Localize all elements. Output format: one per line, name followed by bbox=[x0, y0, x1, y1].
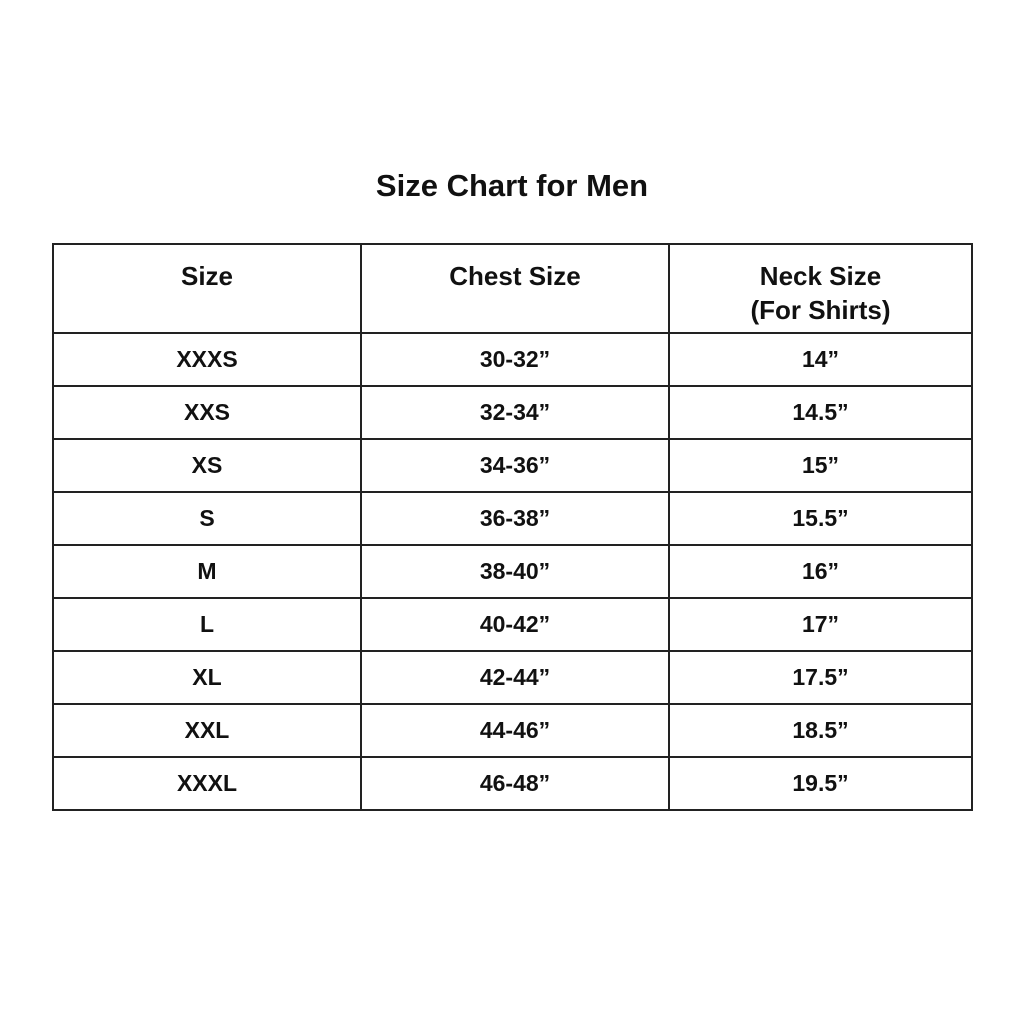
cell-size: XXXL bbox=[52, 756, 362, 811]
table-row: L 40-42” 17” bbox=[52, 597, 973, 652]
cell-size: XS bbox=[52, 438, 362, 493]
cell-chest: 46-48” bbox=[360, 756, 670, 811]
cell-chest: 30-32” bbox=[360, 332, 670, 387]
cell-chest: 40-42” bbox=[360, 597, 670, 652]
table-row: XL 42-44” 17.5” bbox=[52, 650, 973, 705]
header-neck-size-sublabel: (For Shirts) bbox=[750, 295, 891, 325]
cell-chest: 44-46” bbox=[360, 703, 670, 758]
header-neck-size: Neck Size (For Shirts) bbox=[668, 243, 973, 334]
table-row: XXXL 46-48” 19.5” bbox=[52, 756, 973, 811]
header-neck-size-label: Neck Size bbox=[759, 261, 882, 291]
cell-size: L bbox=[52, 597, 362, 652]
cell-chest: 32-34” bbox=[360, 385, 670, 440]
cell-size: S bbox=[52, 491, 362, 546]
cell-size: XXL bbox=[52, 703, 362, 758]
table-row: XS 34-36” 15” bbox=[52, 438, 973, 493]
cell-neck: 15.5” bbox=[668, 491, 973, 546]
cell-neck: 18.5” bbox=[668, 703, 973, 758]
page-title: Size Chart for Men bbox=[375, 168, 649, 203]
table-row: S 36-38” 15.5” bbox=[52, 491, 973, 546]
cell-chest: 38-40” bbox=[360, 544, 670, 599]
cell-neck: 14.5” bbox=[668, 385, 973, 440]
header-size: Size bbox=[52, 243, 362, 334]
table-row: XXL 44-46” 18.5” bbox=[52, 703, 973, 758]
table-row: M 38-40” 16” bbox=[52, 544, 973, 599]
cell-neck: 15” bbox=[668, 438, 973, 493]
cell-neck: 19.5” bbox=[668, 756, 973, 811]
cell-chest: 42-44” bbox=[360, 650, 670, 705]
cell-chest: 36-38” bbox=[360, 491, 670, 546]
header-chest-size: Chest Size bbox=[360, 243, 670, 334]
cell-chest: 34-36” bbox=[360, 438, 670, 493]
cell-neck: 17.5” bbox=[668, 650, 973, 705]
cell-size: XL bbox=[52, 650, 362, 705]
table-row: XXS 32-34” 14.5” bbox=[52, 385, 973, 440]
cell-neck: 16” bbox=[668, 544, 973, 599]
cell-neck: 14” bbox=[668, 332, 973, 387]
cell-size: M bbox=[52, 544, 362, 599]
header-row: Size Chest Size Neck Size (For Shirts) bbox=[52, 243, 973, 334]
size-chart-table: Size Chest Size Neck Size (For Shirts) X… bbox=[52, 243, 973, 811]
cell-neck: 17” bbox=[668, 597, 973, 652]
table-row: XXXS 30-32” 14” bbox=[52, 332, 973, 387]
cell-size: XXS bbox=[52, 385, 362, 440]
cell-size: XXXS bbox=[52, 332, 362, 387]
